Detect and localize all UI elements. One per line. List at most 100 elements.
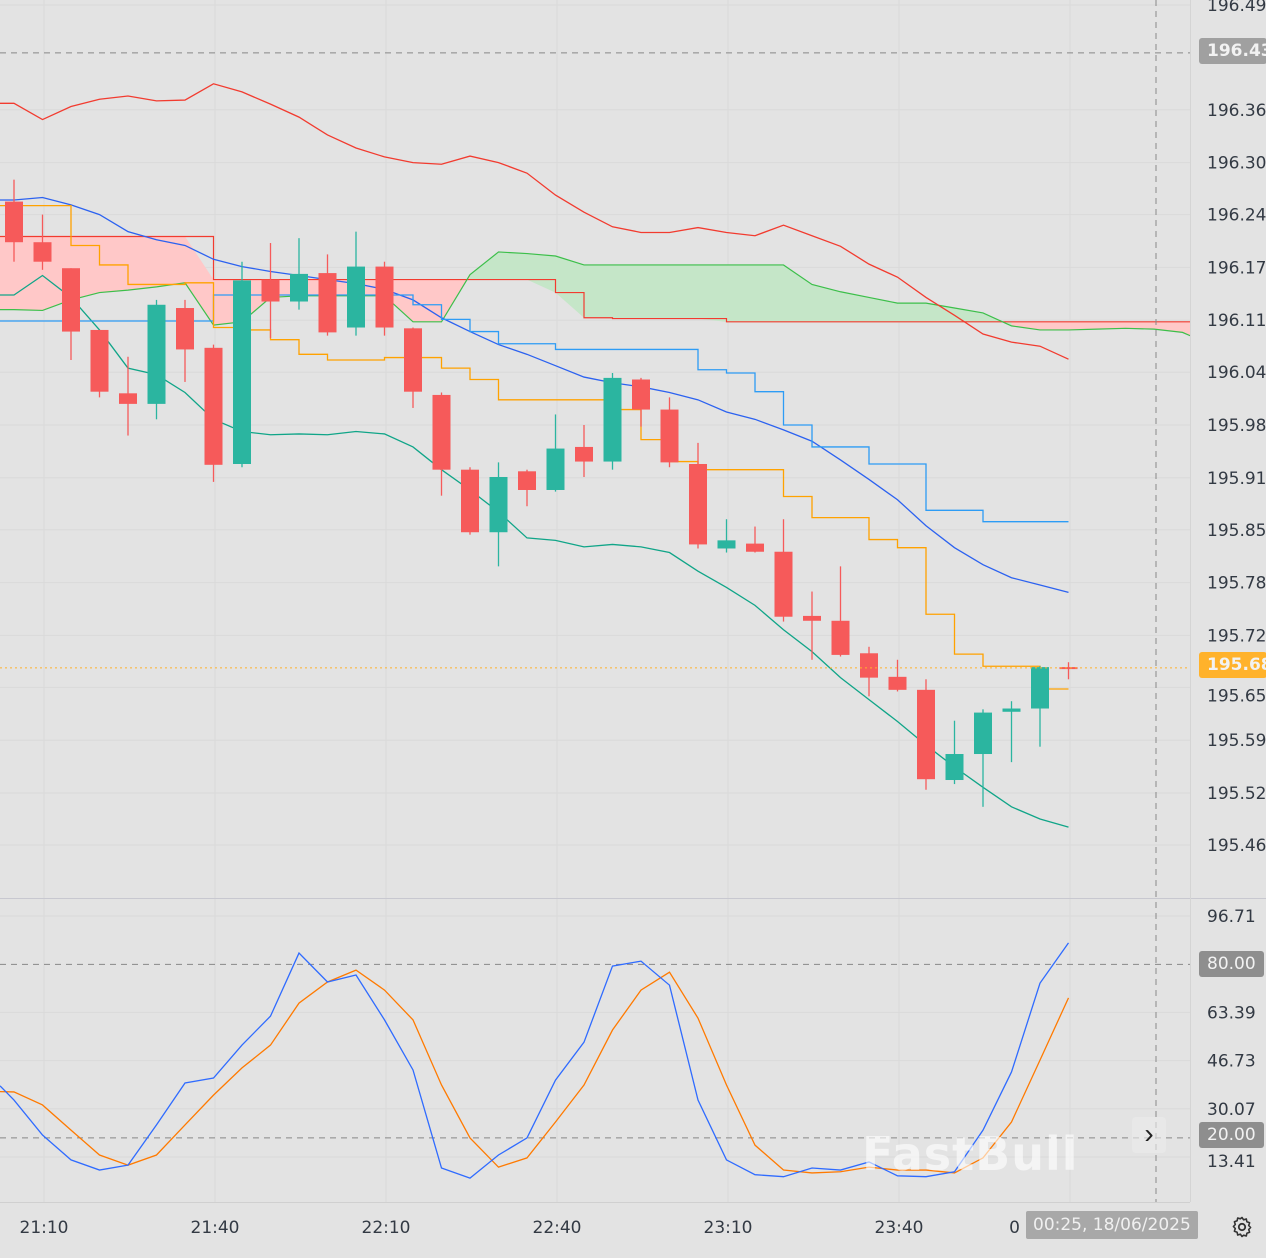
candle-down <box>404 328 422 392</box>
scroll-to-latest-button[interactable]: › <box>1132 1117 1166 1153</box>
candle-down <box>90 329 109 392</box>
candle-up <box>347 266 365 328</box>
cloud-segment <box>527 253 556 293</box>
cloud-segment <box>128 236 157 291</box>
stoch-tick-label: 30.07 <box>1207 1100 1256 1120</box>
stoch-20-label: 20.00 <box>1199 1122 1264 1148</box>
time-tick-label: 22:10 <box>362 1218 411 1238</box>
indicator-line-0 <box>0 83 1069 360</box>
candle-down <box>831 620 850 655</box>
cloud-segment <box>812 284 841 322</box>
candle-down <box>888 676 907 690</box>
stoch-tick-label: 13.41 <box>1207 1152 1256 1172</box>
time-tick-label: 21:40 <box>191 1218 240 1238</box>
indicator-line-2 <box>0 196 1069 593</box>
candle-down <box>689 463 707 545</box>
cloud-segment <box>755 264 784 322</box>
candle-down <box>176 308 194 350</box>
time-tick-label: 0 <box>1009 1218 1020 1238</box>
candle-down <box>432 394 451 470</box>
stoch-d-line <box>0 969 1070 1174</box>
candle-up <box>489 476 508 533</box>
cloud-segment <box>641 264 670 319</box>
cloud-span-green <box>0 251 1190 337</box>
price-tick-label: 196.498 <box>1207 0 1266 16</box>
candle-up <box>233 280 251 464</box>
stoch-tick-label: 96.71 <box>1207 907 1256 927</box>
candle-down <box>917 689 935 780</box>
stoch-k-line <box>0 942 1070 1179</box>
price-tick-label: 196.046 <box>1207 363 1266 383</box>
indicator-line-1 <box>0 274 1069 828</box>
price-tick-label: 195.593 <box>1207 731 1266 751</box>
cloud-segment <box>470 251 499 280</box>
cloud-segment <box>555 256 584 318</box>
candle-down <box>860 653 878 678</box>
candle-up <box>603 377 622 462</box>
cloud-segment <box>869 297 898 322</box>
cloud-segment <box>698 264 727 322</box>
candle-down <box>318 273 337 333</box>
price-tick-label: 195.722 <box>1207 626 1266 646</box>
indicator-line-4 <box>0 205 1069 690</box>
candle-down <box>62 268 80 332</box>
candle-down <box>632 379 650 410</box>
candle-down <box>261 279 280 302</box>
crosshair-time-label: 00:25, 18/06/2025 <box>1026 1211 1198 1239</box>
cloud-segment <box>1125 321 1154 330</box>
stoch-tick-label: 46.73 <box>1207 1052 1256 1072</box>
cloud-segment <box>1097 321 1126 330</box>
crosshair-price-label: 196.439 <box>1199 38 1266 64</box>
price-tick-label: 196.240 <box>1207 206 1266 226</box>
price-tick-label: 195.464 <box>1207 836 1266 856</box>
candle-up <box>546 448 565 490</box>
cloud-segment <box>0 236 14 310</box>
price-tick-label: 195.916 <box>1207 469 1266 489</box>
price-tick-label: 196.175 <box>1207 258 1266 278</box>
cloud-segment <box>840 291 869 322</box>
cloud-segment <box>726 264 755 322</box>
cloud-segment <box>498 251 527 280</box>
gear-icon[interactable] <box>1230 1215 1254 1239</box>
cloud-segment <box>185 236 214 326</box>
candle-down <box>204 347 223 465</box>
cloud-segment <box>1068 321 1097 330</box>
cloud-segment <box>783 264 812 322</box>
cloud-segment <box>897 303 926 322</box>
candle-up <box>147 304 166 404</box>
cloud-segment <box>413 279 442 322</box>
fastbull-watermark: FastBull <box>862 1127 1079 1181</box>
candle-down <box>518 471 536 490</box>
candle-down <box>1059 667 1078 670</box>
candle-down <box>575 446 593 462</box>
cloud-segment <box>584 264 613 319</box>
candle-down <box>461 469 479 533</box>
candle-down <box>33 242 52 262</box>
time-tick-label: 21:10 <box>20 1218 69 1238</box>
cloud-segment <box>1182 321 1190 336</box>
candle-up <box>1002 708 1021 712</box>
price-tick-label: 195.981 <box>1207 416 1266 436</box>
price-tick-label: 195.787 <box>1207 574 1266 594</box>
candle-up <box>290 273 308 302</box>
candle-down <box>660 409 679 463</box>
price-tick-label: 196.369 <box>1207 101 1266 121</box>
cloud-segment <box>1040 321 1069 330</box>
cloud-segment <box>669 264 698 319</box>
price-tick-label: 195.658 <box>1207 686 1266 706</box>
time-tick-label: 22:40 <box>533 1218 582 1238</box>
cloud-segment <box>156 236 185 287</box>
time-tick-label: 23:40 <box>875 1218 924 1238</box>
candle-down <box>119 393 137 404</box>
candle-up <box>945 754 964 781</box>
stoch-80-label: 80.00 <box>1199 951 1264 977</box>
cloud-segment <box>1011 321 1040 330</box>
time-tick-label: 23:10 <box>704 1218 753 1238</box>
candle-up <box>717 540 736 549</box>
chevron-right-icon: › <box>1144 1118 1154 1149</box>
candle-up <box>1031 667 1049 709</box>
last-price-label: 195.682 <box>1199 652 1266 678</box>
candle-down <box>5 201 23 243</box>
cloud-span-red <box>0 235 1190 323</box>
